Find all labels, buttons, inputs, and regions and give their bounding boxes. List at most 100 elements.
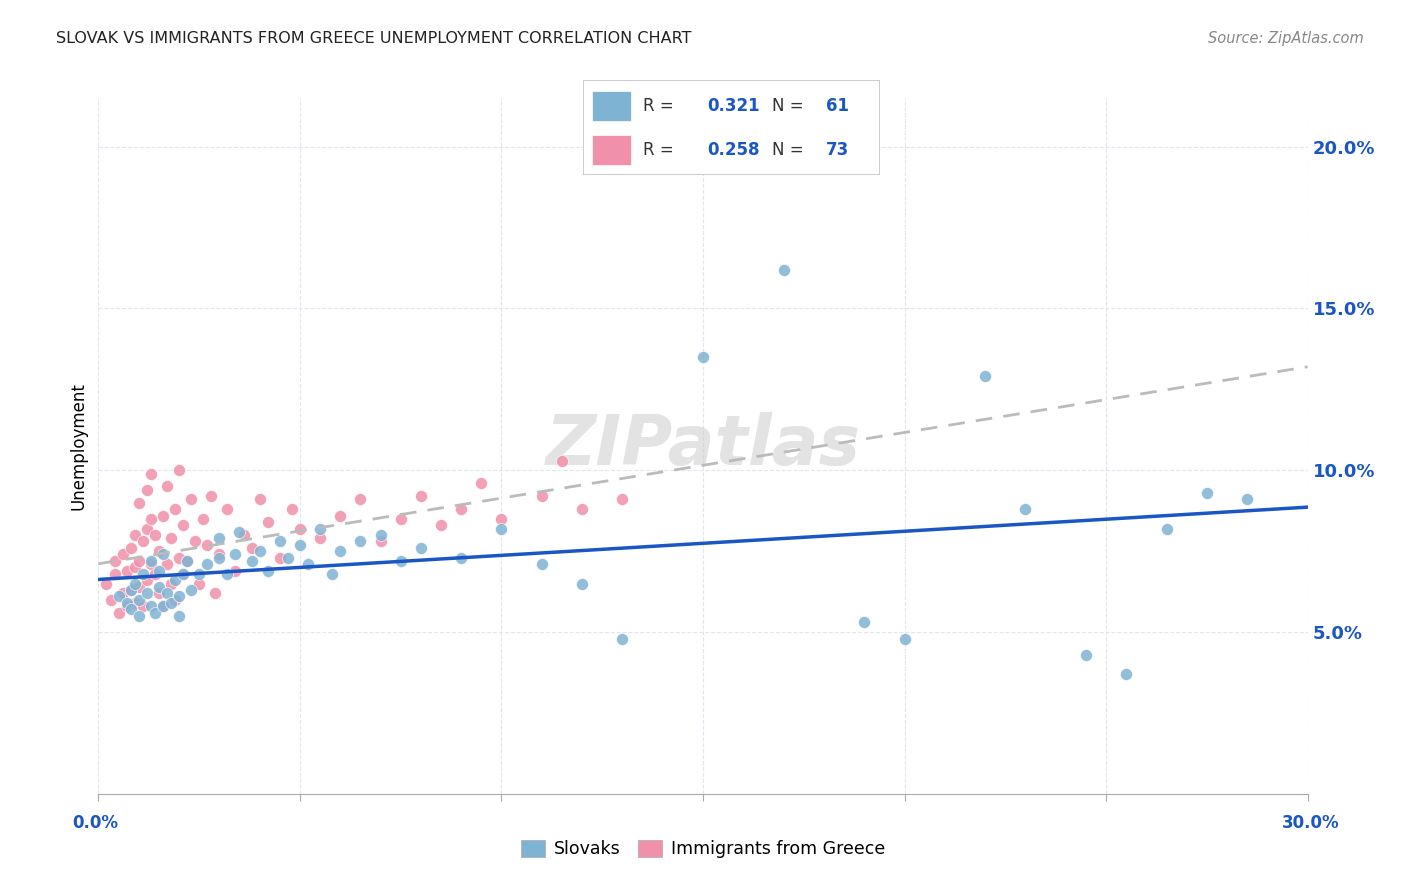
Text: 30.0%: 30.0% — [1282, 814, 1339, 831]
Point — [329, 544, 352, 558]
Point — [612, 632, 634, 646]
Point — [167, 590, 190, 604]
Text: 61: 61 — [825, 96, 849, 114]
Point — [349, 534, 371, 549]
Point — [195, 538, 218, 552]
Point — [370, 534, 392, 549]
Point — [167, 608, 190, 623]
Point — [128, 608, 150, 623]
Point — [530, 489, 553, 503]
Text: 0.321: 0.321 — [707, 96, 761, 114]
Text: N =: N = — [772, 96, 810, 114]
Point — [115, 596, 138, 610]
Point — [152, 599, 174, 614]
Point — [974, 369, 997, 384]
Point — [389, 512, 412, 526]
Point — [389, 554, 412, 568]
Point — [370, 528, 392, 542]
Point — [491, 522, 513, 536]
Point — [172, 518, 194, 533]
Point — [156, 586, 179, 600]
Point — [1236, 492, 1258, 507]
Point — [156, 557, 179, 571]
Point — [163, 574, 186, 588]
Point — [148, 564, 170, 578]
Point — [120, 541, 142, 555]
Y-axis label: Unemployment: Unemployment — [69, 382, 87, 510]
Point — [143, 606, 166, 620]
Point — [176, 554, 198, 568]
Point — [217, 566, 239, 581]
Point — [96, 576, 118, 591]
Point — [224, 548, 246, 562]
Bar — [592, 135, 631, 164]
Point — [148, 580, 170, 594]
Point — [288, 522, 311, 536]
Point — [409, 489, 432, 503]
Point — [1014, 502, 1036, 516]
Legend: Slovaks, Immigrants from Greece: Slovaks, Immigrants from Greece — [513, 833, 893, 865]
Point — [135, 574, 157, 588]
Point — [135, 586, 157, 600]
Point — [100, 592, 122, 607]
Point — [128, 580, 150, 594]
Point — [893, 632, 915, 646]
Point — [430, 518, 453, 533]
Point — [228, 524, 250, 539]
Point — [120, 602, 142, 616]
Point — [124, 576, 146, 591]
Point — [1115, 667, 1137, 681]
Point — [148, 586, 170, 600]
Point — [309, 522, 332, 536]
Point — [240, 554, 263, 568]
Text: R =: R = — [643, 96, 679, 114]
Point — [160, 596, 183, 610]
Text: 73: 73 — [825, 141, 849, 159]
Point — [1195, 486, 1218, 500]
Point — [124, 528, 146, 542]
Point — [107, 606, 129, 620]
Point — [288, 538, 311, 552]
Text: R =: R = — [643, 141, 679, 159]
Point — [148, 544, 170, 558]
Point — [217, 502, 239, 516]
Text: N =: N = — [772, 141, 810, 159]
Point — [772, 262, 794, 277]
Point — [200, 489, 222, 503]
Point — [612, 492, 634, 507]
Point — [139, 599, 162, 614]
Point — [1156, 522, 1178, 536]
Point — [249, 492, 271, 507]
Point — [115, 599, 138, 614]
Point — [152, 508, 174, 523]
Point — [143, 566, 166, 581]
Point — [269, 550, 291, 565]
Point — [176, 554, 198, 568]
Point — [188, 576, 211, 591]
Point — [128, 554, 150, 568]
Point — [249, 544, 271, 558]
Point — [208, 548, 231, 562]
Point — [530, 557, 553, 571]
Point — [156, 479, 179, 493]
Point — [256, 515, 278, 529]
Point — [172, 566, 194, 581]
Point — [297, 557, 319, 571]
Point — [450, 550, 472, 565]
Point — [139, 554, 162, 568]
Text: 0.0%: 0.0% — [73, 814, 118, 831]
Point — [450, 502, 472, 516]
Point — [139, 467, 162, 481]
Point — [180, 492, 202, 507]
Point — [152, 599, 174, 614]
Point — [470, 476, 492, 491]
Point — [409, 541, 432, 555]
Point — [224, 564, 246, 578]
Point — [163, 592, 186, 607]
Point — [551, 453, 574, 467]
Point — [115, 564, 138, 578]
Point — [277, 550, 299, 565]
Point — [103, 554, 125, 568]
Point — [853, 615, 876, 630]
Text: ZIPatlas: ZIPatlas — [546, 412, 860, 480]
